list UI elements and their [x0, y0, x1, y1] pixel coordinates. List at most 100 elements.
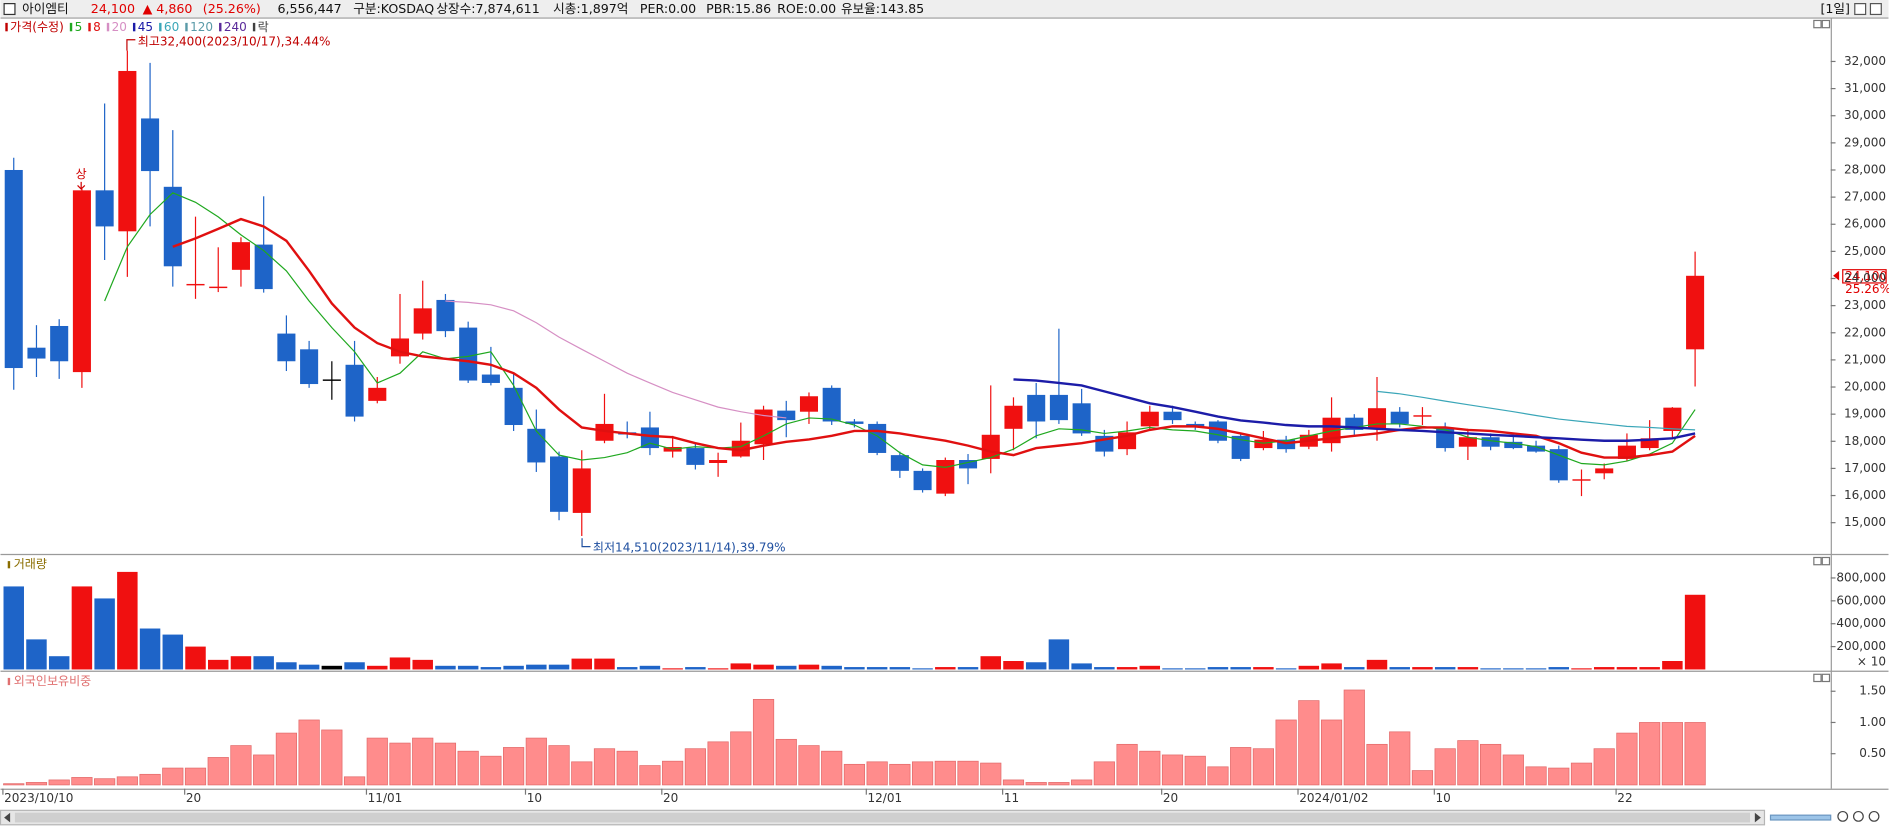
candle-body [27, 347, 46, 359]
market: 구분:KOSDAQ [353, 1, 434, 16]
y-tick-label: 0.50 [1859, 746, 1886, 760]
bar [525, 737, 547, 786]
candle-body [254, 244, 273, 290]
bar [1411, 770, 1434, 786]
bar [798, 745, 820, 786]
bar [1662, 661, 1683, 670]
bar [412, 659, 433, 670]
scroll-left[interactable] [4, 812, 11, 823]
scroll-right[interactable] [1754, 812, 1761, 823]
bar [321, 729, 343, 786]
bar [1071, 663, 1092, 670]
limit-up-marker: 상 [76, 167, 87, 181]
y-tick-label: 27,000 [1844, 190, 1886, 204]
candle-body [72, 190, 91, 373]
bar [1503, 668, 1524, 670]
ma-line [445, 300, 787, 419]
bar [1639, 722, 1661, 786]
bar [71, 777, 93, 786]
bar [1548, 667, 1570, 670]
candle-body [1049, 394, 1068, 421]
candle-body [95, 190, 114, 227]
bar [1412, 667, 1433, 670]
close-button[interactable] [1869, 3, 1882, 16]
bar [184, 767, 207, 786]
y-tick-label: 26,000 [1844, 217, 1886, 231]
candle-body [822, 387, 841, 422]
bar [912, 668, 933, 670]
bar [866, 667, 888, 670]
bar [571, 658, 593, 670]
change-pct: (25.26%) [203, 1, 261, 16]
bar [1048, 639, 1070, 670]
bar [1344, 667, 1365, 670]
bar [116, 776, 138, 786]
bar [1093, 761, 1115, 786]
candle-body [572, 468, 591, 513]
bar [1389, 667, 1410, 670]
zoom-icon[interactable] [1852, 810, 1864, 822]
panel-button[interactable] [1821, 556, 1831, 566]
candle-body [527, 428, 546, 463]
period[interactable]: [1일] [1820, 1, 1850, 16]
bar [889, 667, 911, 670]
candle-body [1549, 449, 1568, 481]
legend-label: 240 [224, 20, 247, 34]
multiplier: × 10 [1857, 655, 1886, 669]
bar [503, 747, 525, 786]
volume: 6,556,447 [277, 1, 341, 16]
candle-body [1617, 445, 1636, 459]
panel-button[interactable] [1821, 19, 1831, 29]
bar [94, 598, 115, 670]
candle-body [1027, 394, 1046, 422]
bar [1139, 665, 1161, 670]
low-annotation: 최저14,510(2023/11/14),39.79% [593, 540, 786, 554]
bar [1185, 668, 1206, 670]
zoom-icon[interactable] [1837, 810, 1849, 822]
bar [1025, 662, 1047, 670]
bar [389, 742, 411, 786]
candle-body [1004, 405, 1023, 429]
bar [844, 667, 865, 670]
x-tick-label: 10 [527, 791, 542, 805]
bar [1548, 767, 1570, 786]
candle-body [754, 409, 773, 445]
bar [593, 748, 616, 786]
candle-body [1481, 437, 1500, 447]
bar [1071, 779, 1093, 786]
bar [1161, 754, 1184, 786]
bar [503, 665, 524, 670]
price-tag: 24,100 [1845, 269, 1887, 283]
candle-body [1572, 479, 1591, 481]
candle-body [1140, 411, 1159, 427]
bar [798, 664, 820, 670]
candle-body [4, 169, 23, 369]
candle-body [1436, 427, 1455, 449]
window-button[interactable] [1854, 3, 1867, 16]
panel-button[interactable] [1813, 673, 1822, 683]
bar [457, 750, 479, 786]
bar [321, 665, 343, 670]
panel-button[interactable] [1813, 19, 1822, 29]
bar [934, 760, 956, 786]
zoom-slider[interactable] [1769, 814, 1832, 821]
candle-body [50, 325, 69, 362]
ma-line [1013, 378, 1696, 442]
candle-body [141, 118, 160, 172]
candle-body [1163, 411, 1182, 421]
candle-body [550, 456, 569, 512]
panel-button[interactable] [1813, 556, 1822, 566]
bar [1457, 740, 1479, 786]
y-tick-label: 600,000 [1836, 593, 1886, 607]
candle-body [1663, 407, 1682, 431]
zoom-icon[interactable] [1868, 810, 1880, 822]
checkbox[interactable] [3, 3, 16, 16]
bar [1298, 700, 1320, 786]
legend-label: 5 [75, 20, 83, 34]
bar [753, 664, 774, 670]
bar [935, 667, 956, 670]
scroll-thumb[interactable] [14, 812, 1751, 823]
bar [1661, 722, 1683, 786]
panel-button[interactable] [1821, 673, 1831, 683]
bar [367, 665, 388, 670]
